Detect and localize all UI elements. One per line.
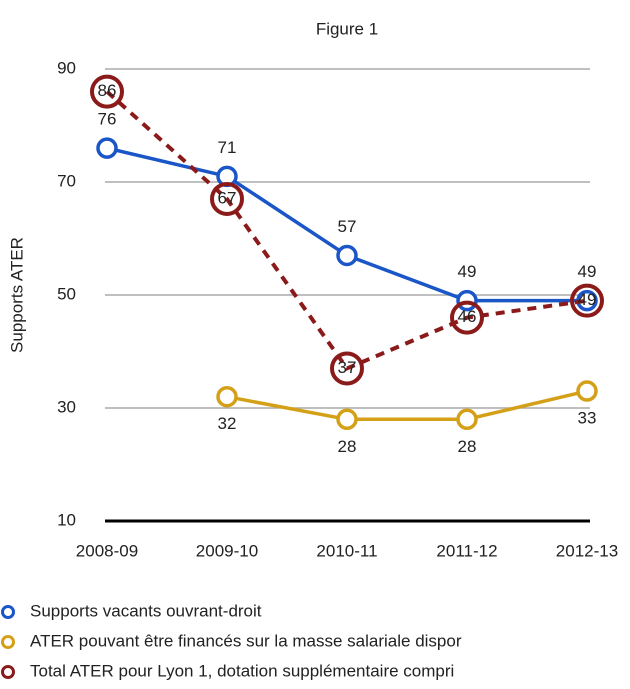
y-tick-label: 90 [57, 58, 76, 77]
data-label: 46 [458, 307, 477, 326]
data-label: 28 [338, 437, 357, 456]
x-tick-label: 2010-11 [316, 541, 377, 560]
y-tick-label: 70 [57, 171, 76, 190]
data-label: 49 [458, 262, 477, 281]
data-point [216, 385, 238, 408]
chart-title: Figure 1 [316, 19, 378, 38]
series-line [226, 389, 588, 422]
data-point [576, 380, 598, 402]
data-label: 86 [98, 81, 117, 100]
legend-marker [1, 635, 15, 649]
data-point [450, 300, 484, 335]
series-line [105, 90, 588, 371]
x-tick-label: 2008-09 [76, 541, 138, 560]
data-point [570, 283, 604, 318]
y-axis-label: Supports ATER [7, 237, 26, 353]
legend-marker [1, 605, 15, 619]
data-label: 76 [98, 110, 117, 129]
data-label: 37 [338, 358, 357, 377]
legend-label: Total ATER pour Lyon 1, dotation supplém… [30, 661, 454, 680]
data-label: 71 [218, 138, 237, 157]
x-tick-label: 2011-12 [436, 541, 497, 560]
y-tick-label: 10 [57, 510, 76, 529]
x-tick-label: 2009-10 [196, 541, 258, 560]
data-label: 32 [218, 414, 237, 433]
legend-marker [1, 665, 15, 679]
data-label: 33 [578, 409, 597, 428]
data-label: 67 [218, 188, 237, 207]
data-point [330, 351, 364, 386]
legend-label: Supports vacants ouvrant-droit [30, 601, 262, 620]
y-tick-label: 30 [57, 397, 76, 416]
data-label: 49 [578, 262, 597, 281]
data-label: 28 [458, 437, 477, 456]
x-tick-label: 2012-13 [556, 541, 618, 560]
data-point [96, 137, 118, 159]
data-label: 57 [338, 217, 357, 236]
legend-label: ATER pouvant être financés sur la masse … [30, 631, 462, 650]
data-point [90, 74, 124, 109]
data-point [336, 244, 358, 267]
y-tick-label: 50 [57, 284, 76, 303]
data-point [456, 408, 478, 431]
data-point [336, 408, 358, 431]
data-label: 49 [578, 290, 597, 309]
data-point [210, 181, 244, 216]
